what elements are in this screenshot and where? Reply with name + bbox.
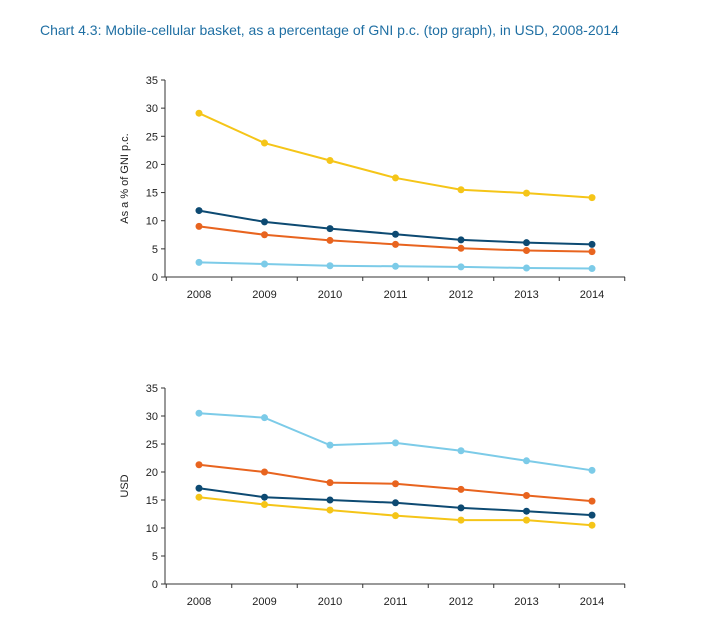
data-point xyxy=(523,507,530,515)
data-point xyxy=(523,264,530,272)
x-tick-label: 2009 xyxy=(252,596,276,608)
x-tick-label: 2010 xyxy=(318,289,342,301)
data-point xyxy=(195,484,203,492)
data-point xyxy=(457,516,465,524)
y-tick-label: 10 xyxy=(146,523,158,535)
x-tick-label: 2008 xyxy=(187,596,211,608)
data-point xyxy=(326,236,334,244)
data-point xyxy=(392,480,399,488)
data-point xyxy=(392,174,399,182)
data-point xyxy=(457,244,465,252)
data-point xyxy=(261,231,268,239)
data-point xyxy=(261,260,268,268)
y-tick-label: 5 xyxy=(152,244,158,256)
data-point xyxy=(457,504,465,512)
data-point xyxy=(261,468,268,476)
y-axis-label: USD xyxy=(119,474,131,497)
x-tick-label: 2014 xyxy=(580,596,604,608)
y-tick-label: 20 xyxy=(146,159,158,171)
x-tick-label: 2011 xyxy=(384,289,408,301)
data-point xyxy=(457,186,465,194)
data-point xyxy=(195,461,203,469)
data-point xyxy=(392,499,399,507)
data-point xyxy=(326,156,334,164)
x-tick-label: 2013 xyxy=(514,596,538,608)
data-point xyxy=(523,239,530,247)
data-point xyxy=(588,511,596,519)
data-point xyxy=(392,240,399,248)
y-tick-label: 10 xyxy=(146,216,158,228)
data-point xyxy=(392,230,399,238)
x-tick-label: 2011 xyxy=(384,596,408,608)
data-point xyxy=(392,512,399,520)
y-tick-label: 30 xyxy=(146,411,158,423)
data-point xyxy=(457,263,465,271)
data-point xyxy=(326,479,334,487)
data-point xyxy=(195,493,203,501)
y-tick-label: 35 xyxy=(146,383,158,395)
data-point xyxy=(457,236,465,244)
data-point xyxy=(588,466,596,474)
data-point xyxy=(261,414,268,422)
y-tick-label: 5 xyxy=(152,551,158,563)
series-line xyxy=(198,209,593,246)
data-point xyxy=(195,258,203,266)
y-tick-label: 15 xyxy=(146,188,158,200)
data-point xyxy=(588,521,596,529)
x-tick-label: 2014 xyxy=(580,289,604,301)
y-tick-label: 35 xyxy=(146,75,158,87)
data-point xyxy=(457,447,465,455)
y-tick-label: 25 xyxy=(146,439,158,451)
data-point xyxy=(195,207,203,215)
page-title: Chart 4.3: Mobile-cellular basket, as a … xyxy=(40,22,619,38)
data-point xyxy=(195,109,203,117)
data-point xyxy=(195,409,203,417)
data-point xyxy=(195,222,203,230)
data-point xyxy=(261,218,268,226)
x-tick-label: 2010 xyxy=(318,596,342,608)
series-line xyxy=(198,225,593,253)
data-point xyxy=(326,441,334,449)
data-point xyxy=(326,225,334,233)
x-tick-label: 2012 xyxy=(449,596,473,608)
chart-top-gni-percentage: 0 5 10 15 20 25 30 35 2008 2009 2010 2011 2012 2013 20… xyxy=(119,75,626,301)
data-point xyxy=(588,497,596,505)
x-tick-label: 2013 xyxy=(514,289,538,301)
data-point xyxy=(523,457,530,465)
data-point xyxy=(523,516,530,524)
data-point xyxy=(261,493,268,501)
x-tick-label: 2009 xyxy=(252,289,276,301)
x-tick-label: 2012 xyxy=(449,289,473,301)
data-point xyxy=(392,262,399,270)
y-tick-label: 15 xyxy=(146,495,158,507)
data-point xyxy=(392,439,399,447)
data-point xyxy=(326,496,334,504)
data-point xyxy=(261,139,268,147)
y-tick-label: 0 xyxy=(152,272,158,284)
chart-bottom-usd: 0 5 10 15 20 25 30 35 2008 2009 2010 2011 2012 2013 20… xyxy=(119,383,626,608)
data-point xyxy=(523,189,530,197)
x-tick-label: 2008 xyxy=(187,289,211,301)
data-point xyxy=(588,265,596,273)
y-tick-label: 30 xyxy=(146,103,158,115)
data-point xyxy=(261,500,268,508)
y-tick-label: 0 xyxy=(152,579,158,591)
data-point xyxy=(326,506,334,514)
data-point xyxy=(588,240,596,248)
y-tick-label: 25 xyxy=(146,131,158,143)
series-line xyxy=(198,112,593,199)
y-axis-label: As a % of GNI p.c. xyxy=(119,133,131,223)
data-point xyxy=(523,492,530,500)
data-point xyxy=(588,248,596,256)
data-point xyxy=(588,194,596,202)
data-point xyxy=(457,485,465,493)
y-tick-label: 20 xyxy=(146,467,158,479)
data-point xyxy=(326,262,334,270)
data-point xyxy=(523,247,530,255)
